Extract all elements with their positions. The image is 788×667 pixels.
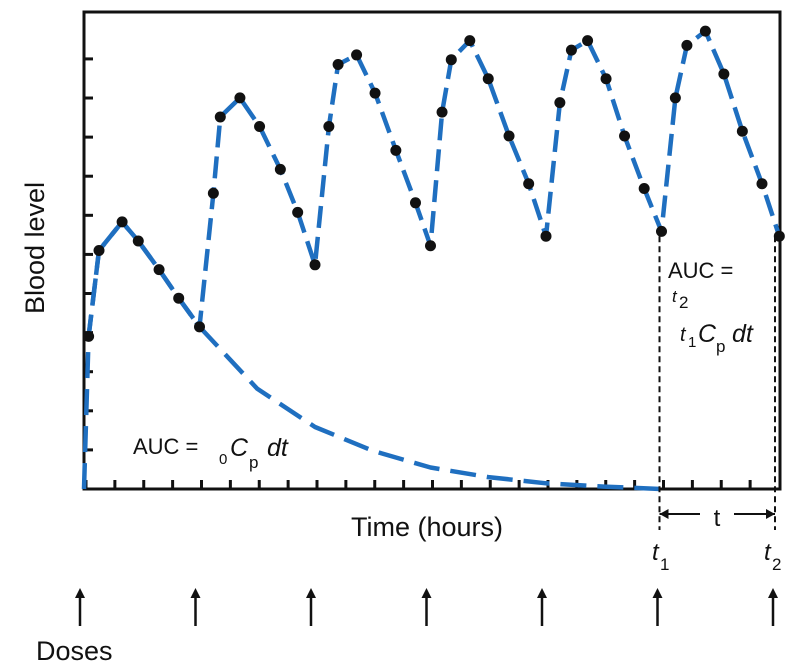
data-point bbox=[582, 35, 594, 47]
data-point bbox=[554, 97, 566, 109]
data-point bbox=[523, 178, 535, 190]
t2-marker-sub: 2 bbox=[772, 555, 781, 574]
data-point bbox=[482, 73, 494, 85]
data-point bbox=[425, 240, 436, 252]
x-axis-label: Time (hours) bbox=[351, 512, 503, 542]
data-point bbox=[756, 178, 768, 190]
dose-arrows bbox=[75, 588, 778, 626]
data-point bbox=[773, 230, 785, 242]
data-points bbox=[83, 25, 785, 342]
dose-arrow-icon bbox=[306, 588, 316, 598]
data-point bbox=[540, 230, 552, 242]
doses-label: Doses bbox=[36, 636, 113, 666]
data-point bbox=[83, 330, 95, 342]
auc-interval-upper-limit: t bbox=[672, 287, 678, 306]
data-point bbox=[254, 120, 266, 132]
interval-arrowhead-right bbox=[766, 509, 775, 519]
data-point bbox=[207, 187, 219, 199]
data-point bbox=[619, 130, 631, 142]
auc-total-variable: C bbox=[230, 434, 249, 462]
data-point bbox=[93, 245, 105, 256]
dose-arrow-icon bbox=[537, 588, 547, 598]
t1-marker-label: t bbox=[652, 539, 660, 566]
data-point bbox=[351, 49, 363, 61]
multiple-dose-curve bbox=[86, 28, 782, 337]
auc-total-prefix: AUC = bbox=[133, 434, 198, 459]
data-point bbox=[600, 73, 612, 85]
interval-label: t bbox=[714, 505, 721, 532]
data-point bbox=[736, 125, 748, 137]
dose-arrow-icon bbox=[768, 588, 778, 598]
auc-total-lower-limit: 0 bbox=[219, 451, 227, 468]
dose-arrow-icon bbox=[421, 588, 432, 598]
data-point bbox=[116, 216, 128, 228]
data-point bbox=[409, 197, 421, 209]
dose-arrow-icon bbox=[190, 588, 201, 598]
data-point bbox=[332, 58, 344, 70]
data-point bbox=[309, 259, 321, 271]
data-point bbox=[436, 106, 448, 118]
data-point bbox=[464, 35, 476, 47]
dose-arrow-icon bbox=[75, 588, 85, 598]
interval-arrowhead-left bbox=[659, 509, 669, 519]
data-point bbox=[718, 68, 730, 80]
auc-interval-lower-limit: t bbox=[680, 324, 687, 346]
data-point bbox=[194, 321, 205, 333]
data-point bbox=[390, 144, 402, 156]
data-point bbox=[699, 25, 711, 37]
auc-interval-lower-sub: 1 bbox=[688, 334, 696, 351]
data-point bbox=[669, 92, 681, 104]
axis-ticks bbox=[84, 57, 752, 489]
data-point bbox=[173, 292, 185, 304]
data-point bbox=[369, 87, 381, 99]
auc-total-dt: dt bbox=[267, 434, 289, 462]
auc-interval-annotation: AUC = t 2 t 1 C p dt bbox=[668, 258, 754, 356]
data-point bbox=[638, 182, 650, 194]
data-point bbox=[681, 39, 693, 51]
single-dose-curve bbox=[81, 219, 662, 492]
interval-guides bbox=[658, 236, 776, 530]
data-point bbox=[132, 235, 144, 247]
auc-interval-prefix: AUC = bbox=[668, 258, 733, 283]
data-point bbox=[274, 163, 286, 175]
auc-interval-upper-sub: 2 bbox=[679, 293, 688, 312]
interval-bracket: t t 1 t 2 bbox=[652, 505, 781, 574]
curves bbox=[81, 28, 782, 492]
auc-interval-variable: C bbox=[698, 320, 717, 348]
data-point bbox=[153, 264, 165, 276]
data-point bbox=[292, 206, 304, 218]
data-point bbox=[503, 130, 515, 142]
t2-marker-label: t bbox=[764, 539, 772, 566]
auc-total-annotation: AUC = 0 C p dt bbox=[133, 434, 289, 472]
data-point bbox=[234, 92, 246, 104]
data-point bbox=[656, 225, 667, 237]
auc-interval-subscript: p bbox=[716, 337, 725, 356]
data-point bbox=[323, 120, 335, 132]
y-axis-label: Blood level bbox=[20, 182, 50, 314]
data-point bbox=[214, 111, 226, 123]
data-point bbox=[445, 54, 457, 66]
t1-marker-sub: 1 bbox=[660, 555, 669, 574]
dose-arrow-icon bbox=[652, 588, 663, 598]
data-point bbox=[565, 44, 577, 56]
auc-total-subscript: p bbox=[249, 453, 258, 472]
auc-interval-dt: dt bbox=[732, 320, 754, 348]
